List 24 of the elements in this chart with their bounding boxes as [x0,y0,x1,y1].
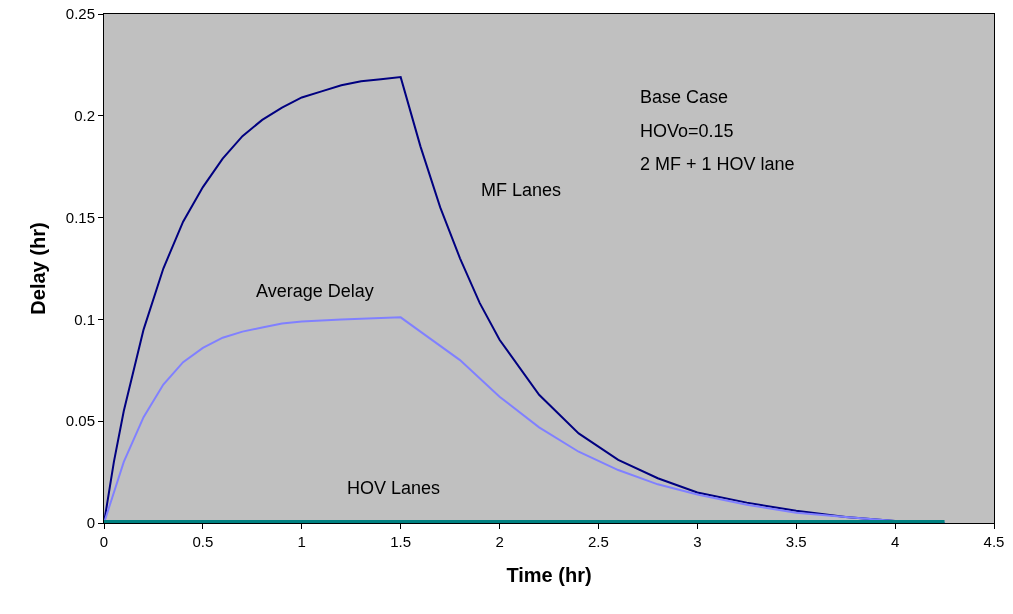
y-tick-label: 0.15 [65,208,95,226]
y-axis-title: Delay (hr) [27,222,50,315]
x-tick-label: 0 [99,533,109,550]
annotation: HOV Lanes [347,478,441,498]
annotation: Average Delay [256,281,374,301]
y-tick-label: 0.2 [74,107,95,125]
x-tick-label: 1 [297,533,306,550]
y-tick-label: 0 [86,514,95,532]
x-axis-title: Time (hr) [506,563,592,586]
x-tick-label: 1.5 [390,533,412,550]
annotation: HOVo=0.15 [640,121,734,141]
x-tick-label: 0.5 [192,533,214,550]
y-tick-label: 0.1 [74,310,95,328]
y-tick-label: 0.05 [65,412,95,430]
x-tick-label: 2.5 [588,533,609,550]
annotation: Base Case [640,87,729,107]
x-tick-label: 3 [693,533,702,550]
x-tick-label: 2 [495,533,504,550]
annotation: MF Lanes [481,180,562,200]
x-tick-label: 4.5 [983,533,1005,550]
y-tick-label: 0.25 [65,5,95,23]
annotation: 2 MF + 1 HOV lane [640,154,795,174]
x-tick-label: 4 [890,533,900,550]
x-tick-label: 3.5 [785,533,807,550]
